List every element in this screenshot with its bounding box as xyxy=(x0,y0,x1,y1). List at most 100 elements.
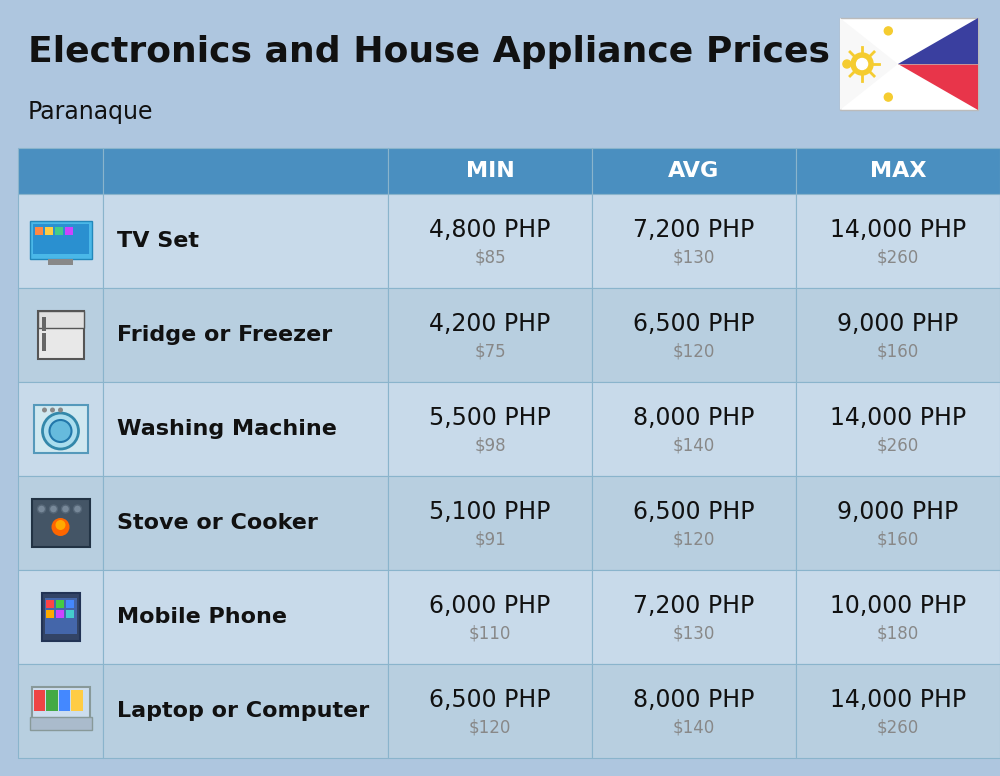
Text: $260: $260 xyxy=(877,437,919,455)
Text: $91: $91 xyxy=(474,531,506,549)
Circle shape xyxy=(42,407,47,413)
Text: 14,000 PHP: 14,000 PHP xyxy=(830,218,966,241)
Text: Fridge or Freezer: Fridge or Freezer xyxy=(117,325,332,345)
FancyBboxPatch shape xyxy=(103,570,388,664)
Text: 4,200 PHP: 4,200 PHP xyxy=(429,312,551,336)
FancyBboxPatch shape xyxy=(18,288,103,382)
FancyBboxPatch shape xyxy=(18,194,103,288)
Text: 5,100 PHP: 5,100 PHP xyxy=(429,500,551,524)
Circle shape xyxy=(62,505,70,513)
FancyBboxPatch shape xyxy=(388,570,592,664)
Text: $130: $130 xyxy=(673,625,715,643)
FancyBboxPatch shape xyxy=(103,148,388,194)
Circle shape xyxy=(50,420,72,442)
FancyBboxPatch shape xyxy=(18,476,103,570)
FancyBboxPatch shape xyxy=(42,593,80,641)
FancyBboxPatch shape xyxy=(103,476,388,570)
FancyBboxPatch shape xyxy=(42,317,46,331)
Text: $130: $130 xyxy=(673,249,715,267)
FancyBboxPatch shape xyxy=(18,382,103,476)
Circle shape xyxy=(42,413,78,449)
FancyBboxPatch shape xyxy=(30,717,92,730)
Circle shape xyxy=(843,60,851,68)
FancyBboxPatch shape xyxy=(796,664,1000,758)
FancyBboxPatch shape xyxy=(38,311,84,359)
FancyBboxPatch shape xyxy=(34,405,88,453)
Circle shape xyxy=(851,53,873,75)
FancyBboxPatch shape xyxy=(38,311,84,327)
FancyBboxPatch shape xyxy=(34,227,42,235)
Text: $260: $260 xyxy=(877,719,919,737)
Text: TV Set: TV Set xyxy=(117,231,199,251)
FancyBboxPatch shape xyxy=(103,194,388,288)
FancyBboxPatch shape xyxy=(840,18,978,110)
FancyBboxPatch shape xyxy=(18,148,103,194)
Text: 14,000 PHP: 14,000 PHP xyxy=(830,688,966,712)
Text: Stove or Cooker: Stove or Cooker xyxy=(117,513,318,533)
FancyBboxPatch shape xyxy=(796,476,1000,570)
FancyBboxPatch shape xyxy=(32,499,90,547)
Text: 6,000 PHP: 6,000 PHP xyxy=(429,594,551,618)
Text: Laptop or Computer: Laptop or Computer xyxy=(117,701,369,721)
Text: $140: $140 xyxy=(673,719,715,737)
FancyBboxPatch shape xyxy=(18,664,103,758)
Circle shape xyxy=(884,93,892,101)
FancyBboxPatch shape xyxy=(592,382,796,476)
Text: $98: $98 xyxy=(474,437,506,455)
Text: $120: $120 xyxy=(673,343,715,361)
Text: 5,500 PHP: 5,500 PHP xyxy=(429,406,551,430)
FancyBboxPatch shape xyxy=(103,664,388,758)
Text: Mobile Phone: Mobile Phone xyxy=(117,607,287,627)
FancyBboxPatch shape xyxy=(592,476,796,570)
Text: 4,800 PHP: 4,800 PHP xyxy=(429,218,551,241)
FancyBboxPatch shape xyxy=(66,610,74,618)
Text: MIN: MIN xyxy=(466,161,514,181)
Text: $110: $110 xyxy=(469,625,511,643)
FancyBboxPatch shape xyxy=(46,610,54,618)
Text: AVG: AVG xyxy=(668,161,720,181)
FancyBboxPatch shape xyxy=(796,570,1000,664)
Text: 6,500 PHP: 6,500 PHP xyxy=(429,688,551,712)
Text: 6,500 PHP: 6,500 PHP xyxy=(633,312,755,336)
Text: $160: $160 xyxy=(877,531,919,549)
FancyBboxPatch shape xyxy=(71,690,82,711)
Circle shape xyxy=(50,505,58,513)
FancyBboxPatch shape xyxy=(388,476,592,570)
Circle shape xyxy=(884,27,892,35)
Text: Washing Machine: Washing Machine xyxy=(117,419,337,439)
Text: 7,200 PHP: 7,200 PHP xyxy=(633,594,755,618)
Text: $85: $85 xyxy=(474,249,506,267)
FancyBboxPatch shape xyxy=(796,382,1000,476)
FancyBboxPatch shape xyxy=(592,194,796,288)
FancyBboxPatch shape xyxy=(388,194,592,288)
Text: 9,000 PHP: 9,000 PHP xyxy=(837,500,959,524)
Polygon shape xyxy=(840,18,898,110)
Text: 8,000 PHP: 8,000 PHP xyxy=(633,688,755,712)
Text: 9,000 PHP: 9,000 PHP xyxy=(837,312,959,336)
Circle shape xyxy=(50,407,55,413)
Circle shape xyxy=(58,407,63,413)
Circle shape xyxy=(52,518,70,536)
FancyBboxPatch shape xyxy=(58,690,70,711)
Circle shape xyxy=(74,505,82,513)
Text: Electronics and House Appliance Prices: Electronics and House Appliance Prices xyxy=(28,35,830,69)
FancyBboxPatch shape xyxy=(42,333,46,351)
FancyBboxPatch shape xyxy=(592,570,796,664)
Polygon shape xyxy=(898,64,978,110)
Text: 14,000 PHP: 14,000 PHP xyxy=(830,406,966,430)
FancyBboxPatch shape xyxy=(592,664,796,758)
FancyBboxPatch shape xyxy=(388,664,592,758)
FancyBboxPatch shape xyxy=(796,148,1000,194)
FancyBboxPatch shape xyxy=(30,221,92,259)
FancyBboxPatch shape xyxy=(44,598,76,634)
FancyBboxPatch shape xyxy=(103,288,388,382)
Text: Paranaque: Paranaque xyxy=(28,100,154,124)
Text: 10,000 PHP: 10,000 PHP xyxy=(830,594,966,618)
Text: MAX: MAX xyxy=(870,161,926,181)
Text: $260: $260 xyxy=(877,249,919,267)
FancyBboxPatch shape xyxy=(388,382,592,476)
FancyBboxPatch shape xyxy=(18,570,103,664)
FancyBboxPatch shape xyxy=(48,259,73,265)
Text: 7,200 PHP: 7,200 PHP xyxy=(633,218,755,241)
FancyBboxPatch shape xyxy=(56,600,64,608)
